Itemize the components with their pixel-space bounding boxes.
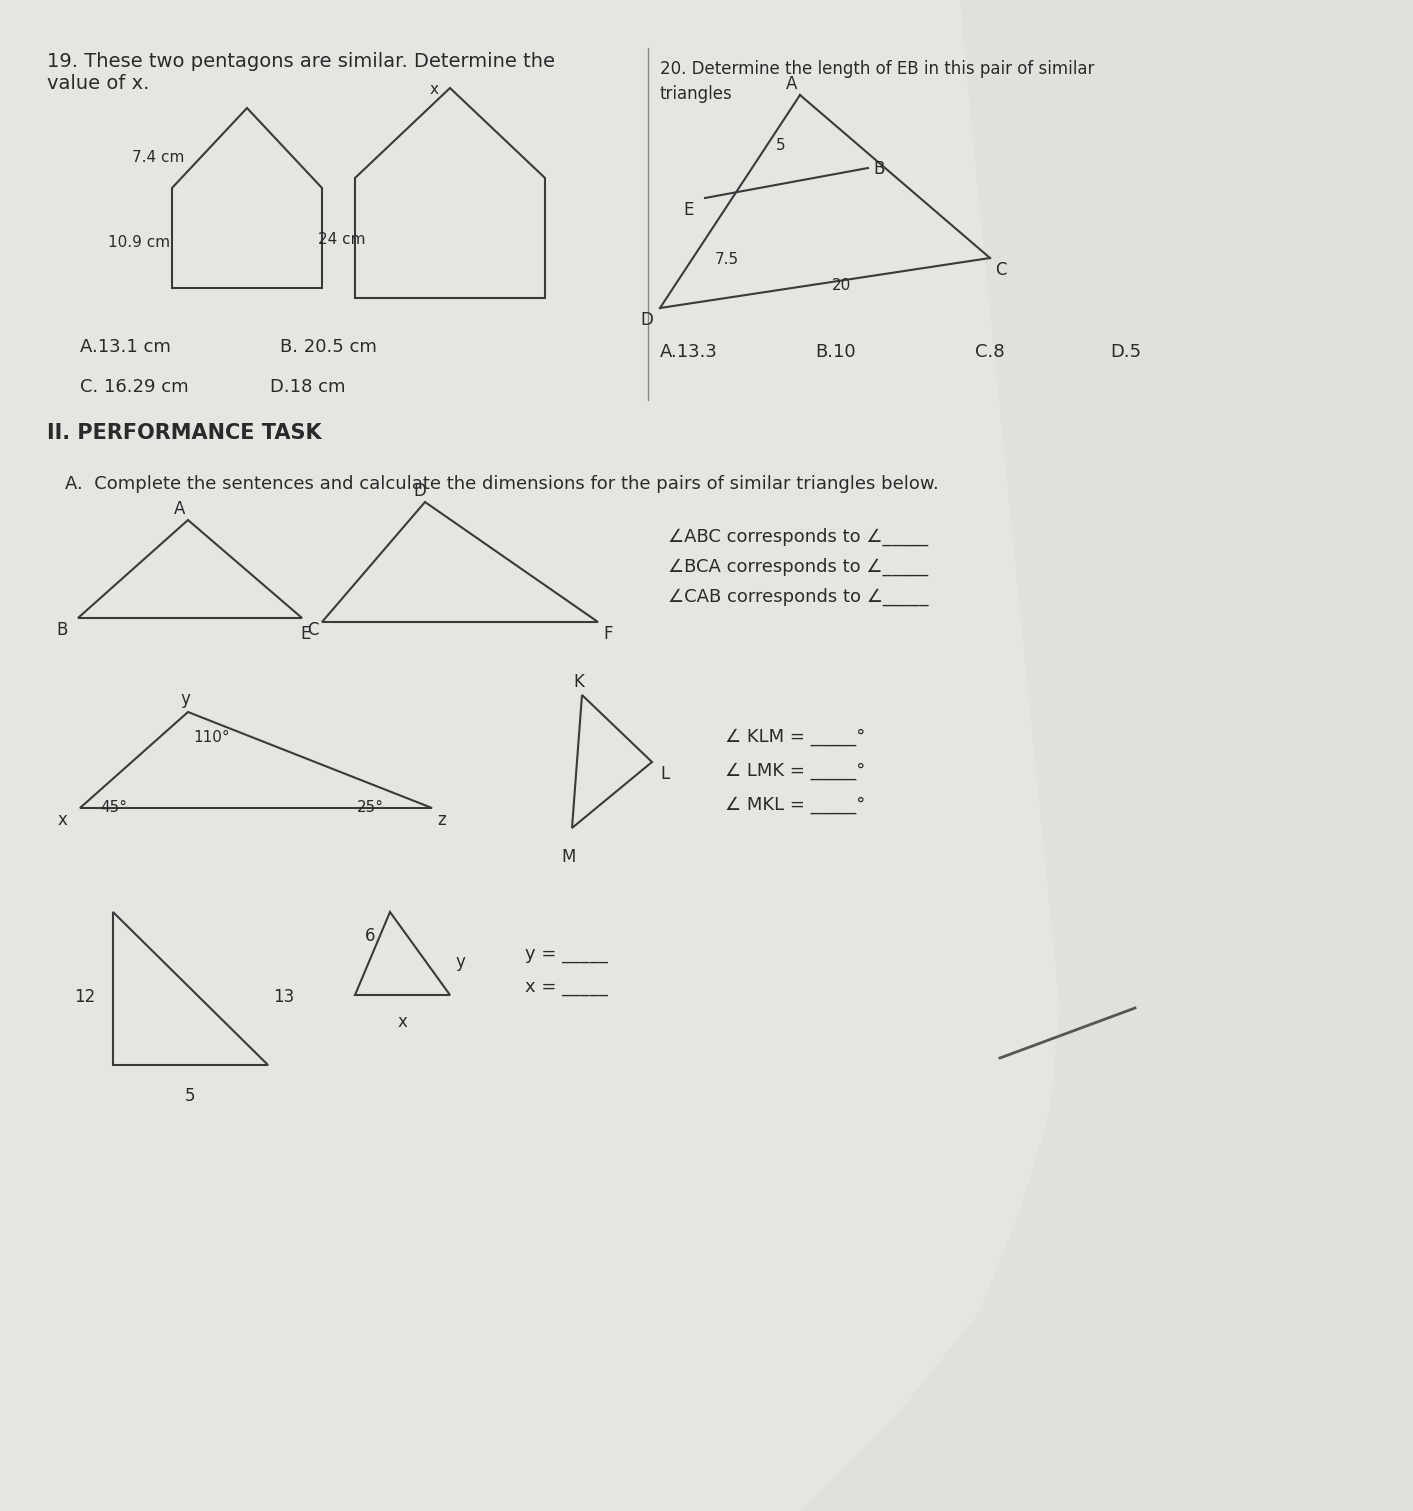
Text: B.10: B.10 — [815, 343, 856, 361]
Text: ∠CAB corresponds to ∠_____: ∠CAB corresponds to ∠_____ — [668, 588, 928, 606]
Text: 5: 5 — [185, 1086, 195, 1105]
Text: y: y — [179, 691, 189, 709]
Text: 6: 6 — [365, 928, 376, 944]
Text: B: B — [873, 160, 885, 178]
Text: 5: 5 — [776, 138, 786, 153]
Polygon shape — [800, 0, 1413, 610]
Text: D: D — [640, 311, 653, 329]
Text: ∠BCA corresponds to ∠_____: ∠BCA corresponds to ∠_____ — [668, 558, 928, 576]
Text: 10.9 cm: 10.9 cm — [107, 236, 170, 249]
Text: 7.5: 7.5 — [715, 252, 739, 267]
Text: A: A — [174, 500, 185, 518]
Text: A.13.3: A.13.3 — [660, 343, 718, 361]
Text: x: x — [430, 82, 439, 97]
Text: 19. These two pentagons are similar. Determine the
value of x.: 19. These two pentagons are similar. Det… — [47, 51, 555, 94]
Text: B: B — [57, 621, 68, 639]
Text: x: x — [58, 811, 68, 830]
Text: A.13.1 cm: A.13.1 cm — [81, 338, 171, 357]
Text: x = _____: x = _____ — [526, 978, 608, 996]
Text: II. PERFORMANCE TASK: II. PERFORMANCE TASK — [47, 423, 322, 443]
Text: C: C — [307, 621, 318, 639]
Text: L: L — [660, 765, 670, 783]
Text: 20: 20 — [832, 278, 851, 293]
Text: 25°: 25° — [357, 799, 384, 814]
Text: D: D — [414, 482, 427, 500]
Text: 7.4 cm: 7.4 cm — [131, 150, 184, 165]
Text: M: M — [562, 848, 577, 866]
Text: B. 20.5 cm: B. 20.5 cm — [280, 338, 377, 357]
Text: ∠ MKL = _____°: ∠ MKL = _____° — [725, 796, 865, 814]
Text: 24 cm: 24 cm — [318, 233, 366, 246]
Polygon shape — [1050, 0, 1413, 311]
Text: D.18 cm: D.18 cm — [270, 378, 346, 396]
Text: 45°: 45° — [100, 799, 127, 814]
Text: A: A — [786, 76, 798, 94]
Text: C. 16.29 cm: C. 16.29 cm — [81, 378, 188, 396]
Text: C: C — [995, 261, 1006, 280]
Text: A.  Complete the sentences and calculate the dimensions for the pairs of similar: A. Complete the sentences and calculate … — [65, 474, 938, 493]
Text: z: z — [437, 811, 445, 830]
Text: y: y — [455, 953, 465, 972]
Text: E: E — [682, 201, 694, 219]
Text: ∠ABC corresponds to ∠_____: ∠ABC corresponds to ∠_____ — [668, 527, 928, 547]
Text: 12: 12 — [75, 988, 96, 1006]
Text: D.5: D.5 — [1111, 343, 1142, 361]
Text: ∠ KLM = _____°: ∠ KLM = _____° — [725, 728, 865, 746]
Text: C.8: C.8 — [975, 343, 1005, 361]
Polygon shape — [0, 0, 1060, 1511]
Text: E: E — [300, 626, 311, 644]
Text: K: K — [574, 672, 585, 691]
Text: y = _____: y = _____ — [526, 944, 608, 963]
Text: ∠ LMK = _____°: ∠ LMK = _____° — [725, 762, 865, 780]
Text: 13: 13 — [273, 988, 294, 1006]
Text: x: x — [397, 1012, 407, 1031]
Text: 20. Determine the length of EB in this pair of similar: 20. Determine the length of EB in this p… — [660, 60, 1095, 79]
Text: F: F — [603, 626, 612, 644]
Text: triangles: triangles — [660, 85, 733, 103]
Text: 110°: 110° — [194, 730, 230, 745]
